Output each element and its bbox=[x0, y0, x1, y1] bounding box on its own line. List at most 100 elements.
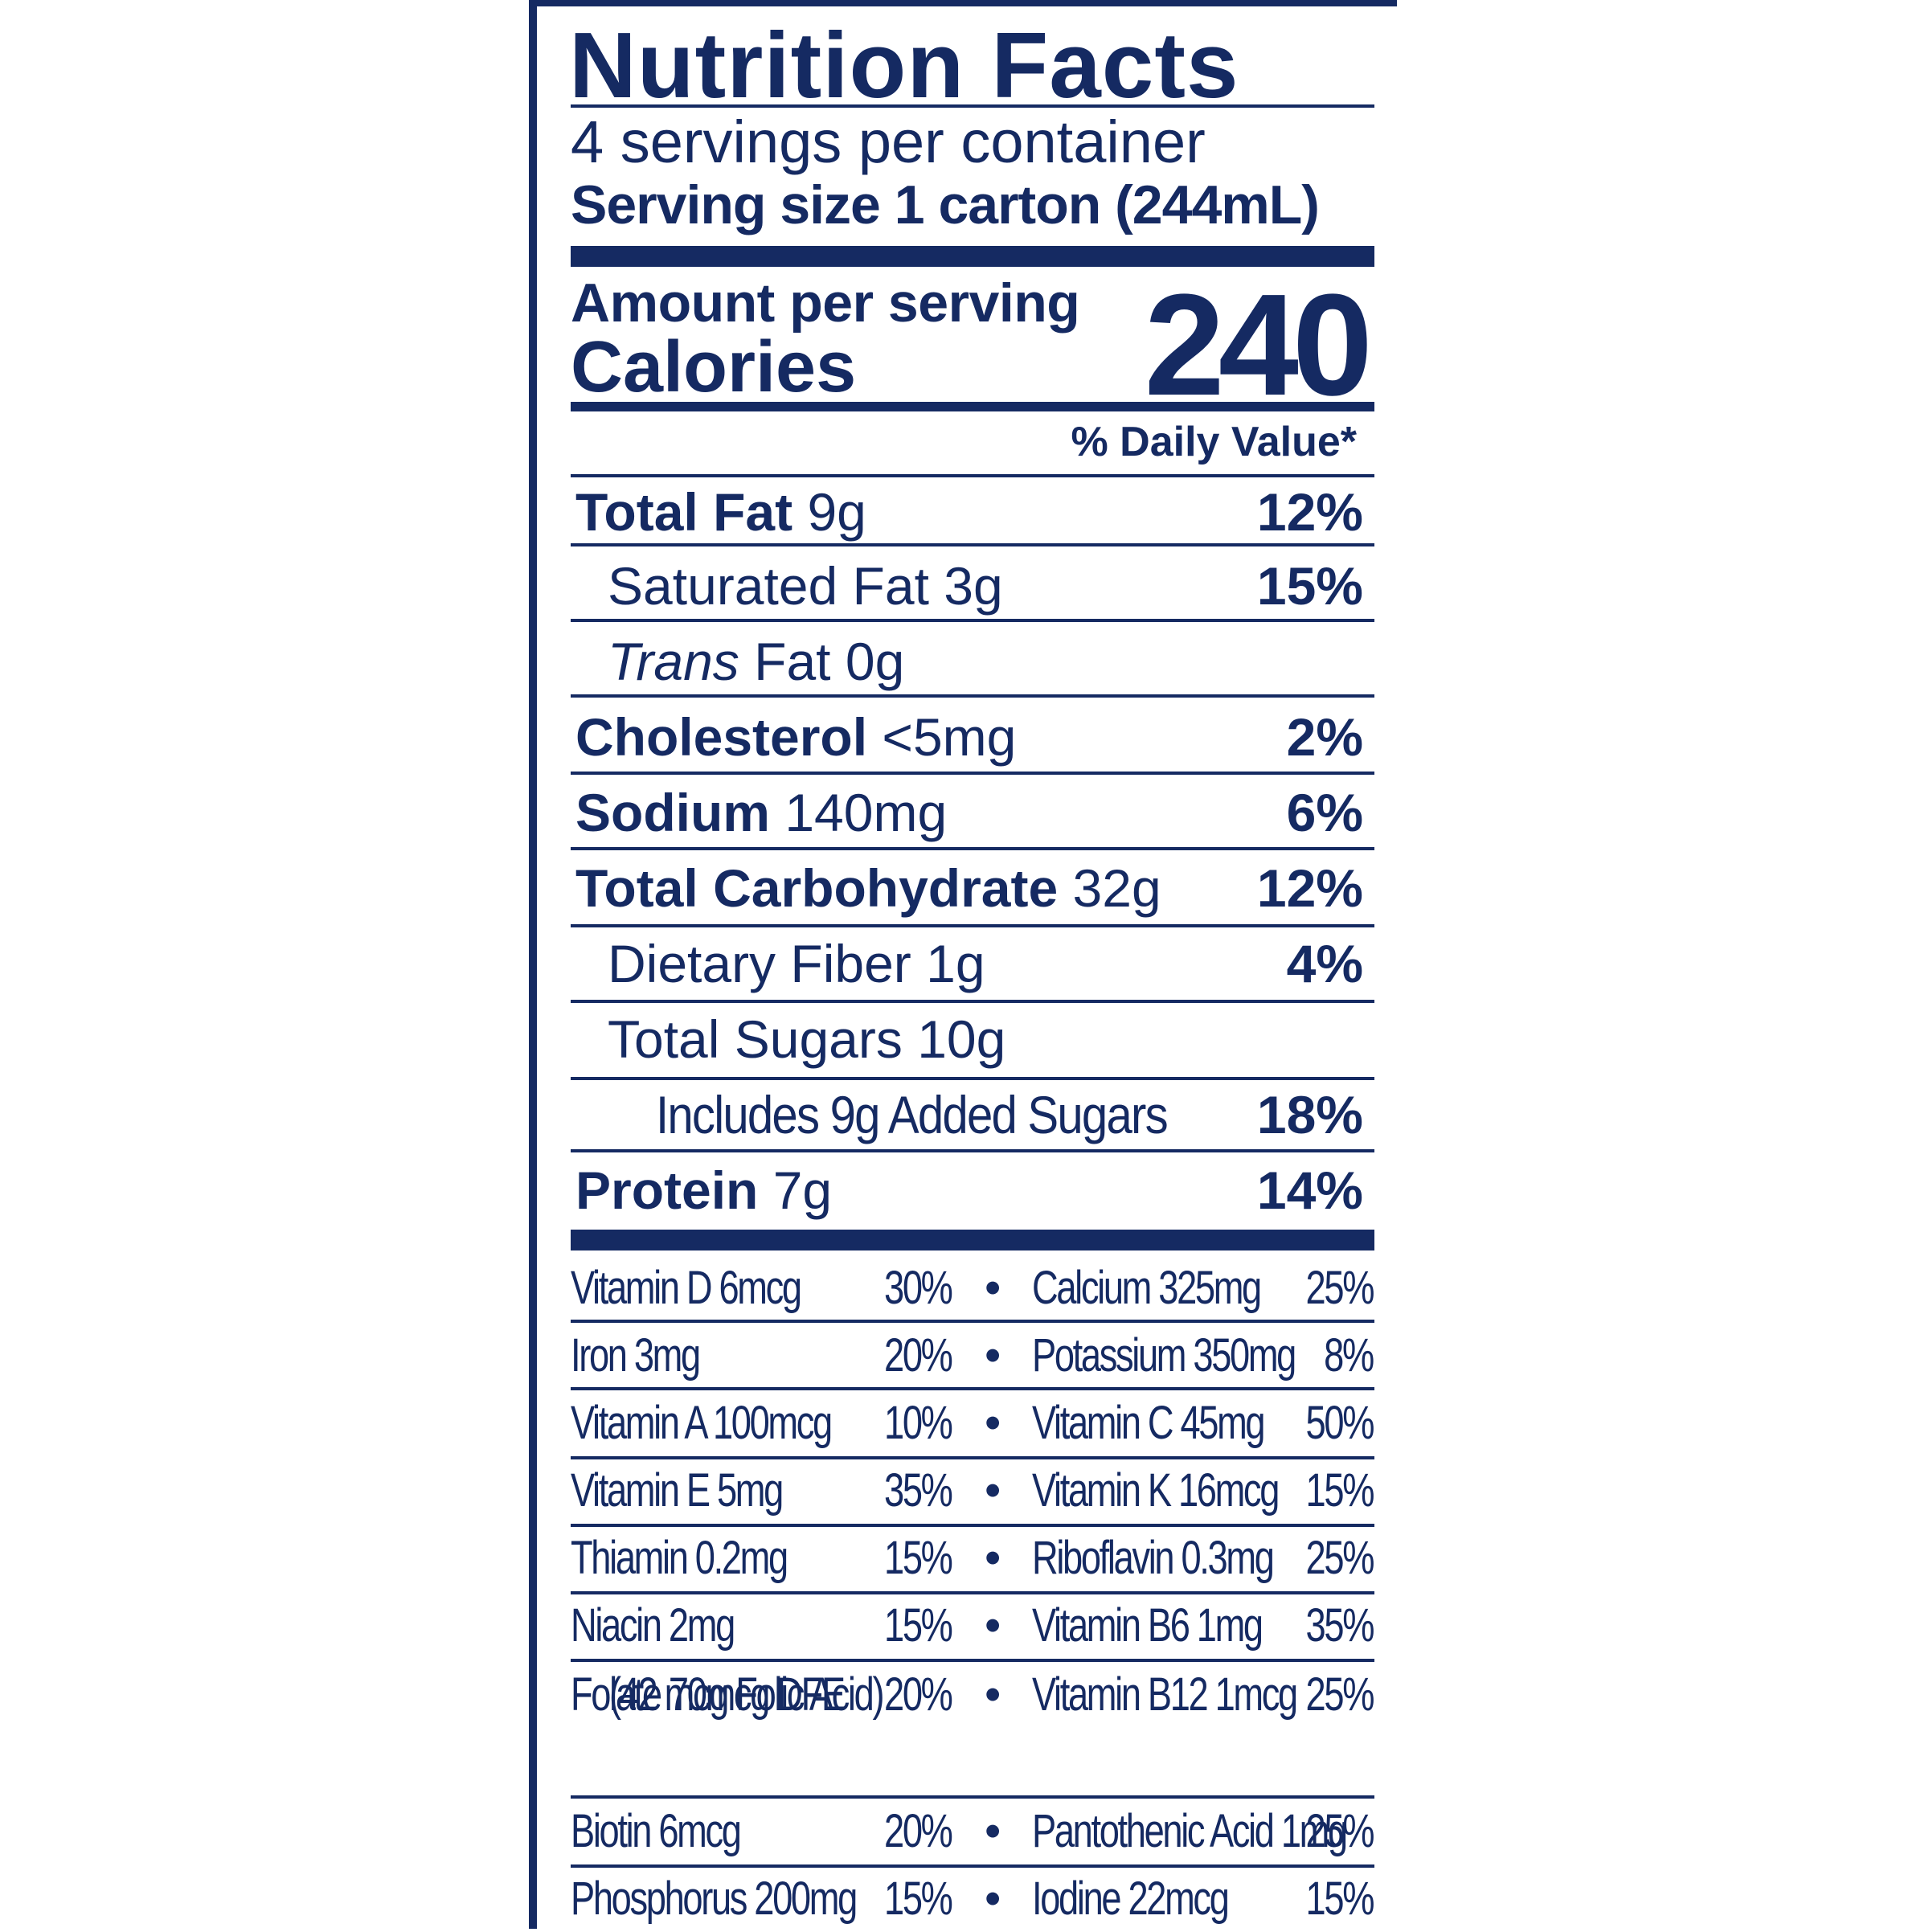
bullet-separator: • bbox=[985, 1397, 1001, 1449]
divider-thin bbox=[571, 104, 1374, 108]
nutrient-dv: 14% bbox=[1256, 1160, 1363, 1220]
serving-size: Serving size 1 carton (244mL) bbox=[571, 174, 1320, 235]
vitamin-name: Vitamin B6 1mg bbox=[1032, 1599, 1263, 1652]
divider-thin bbox=[571, 543, 1374, 546]
divider-thin bbox=[571, 847, 1374, 850]
nutrient-name: Saturated Fat bbox=[608, 556, 929, 616]
nutrient-row-total-fat: Total Fat 9g 12% bbox=[571, 476, 1374, 548]
vitamin-dv: 15% bbox=[884, 1599, 953, 1652]
vitamin-row: Biotin 6mcg 20% • Pantothenic Acid 1mg 2… bbox=[571, 1799, 1374, 1864]
divider-thin bbox=[571, 619, 1374, 622]
nutrient-dv: 2% bbox=[1286, 707, 1363, 767]
vitamin-row: Iron 3mg 20% • Potassium 350mg 8% bbox=[571, 1323, 1374, 1389]
nutrient-name: Total Fat bbox=[575, 482, 793, 542]
nutrient-label: Dietary Fiber 1g bbox=[608, 927, 985, 1000]
vitamin-row: Folate 70mcg DFE (42 mcg Folic Acid) 20%… bbox=[571, 1662, 1374, 1794]
nutrient-name: Dietary Fiber bbox=[608, 934, 911, 993]
servings-per-container: 4 servings per container bbox=[571, 108, 1206, 175]
label-title: Nutrition Facts bbox=[569, 13, 1239, 117]
vitamin-dv: 25% bbox=[1305, 1532, 1374, 1584]
vitamin-name: Vitamin K 16mcg bbox=[1032, 1464, 1280, 1517]
vitamin-name: Biotin 6mcg bbox=[571, 1805, 742, 1857]
vitamin-name: Thiamin 0.2mg bbox=[571, 1532, 788, 1584]
vitamin-name: Vitamin A 100mcg bbox=[571, 1397, 833, 1449]
divider-thin bbox=[571, 694, 1374, 698]
divider-thin bbox=[571, 1149, 1374, 1152]
vitamin-dv: 25% bbox=[1305, 1262, 1374, 1314]
vitamin-dv: 35% bbox=[884, 1464, 953, 1517]
divider-medium bbox=[571, 402, 1374, 411]
nutrient-row-protein: Protein 7g 14% bbox=[571, 1154, 1374, 1226]
nutrient-amount: 32g bbox=[1072, 858, 1161, 918]
nutrient-amount: 140mg bbox=[784, 783, 948, 842]
nutrient-amount: 9g bbox=[807, 482, 866, 542]
nutrient-name-rest: Fat bbox=[754, 632, 831, 691]
nutrient-label: Total Fat 9g bbox=[575, 476, 866, 548]
nutrient-name: Total Sugars bbox=[608, 1009, 903, 1069]
calories-value: 240 bbox=[1144, 264, 1373, 426]
nutrient-row-trans-fat: Trans Fat 0g bbox=[571, 625, 1374, 698]
nutrient-dv: 15% bbox=[1256, 556, 1363, 616]
vitamin-dv: 15% bbox=[1305, 1873, 1374, 1925]
nutrient-label: Total Sugars 10g bbox=[608, 1003, 1005, 1075]
nutrient-dv: 4% bbox=[1286, 934, 1363, 993]
vitamin-dv: 25% bbox=[1305, 1805, 1374, 1857]
vitamin-dv: 20% bbox=[884, 1805, 953, 1857]
vitamin-dv: 10% bbox=[884, 1397, 953, 1449]
vitamin-dv: 15% bbox=[884, 1532, 953, 1584]
nutrient-name: Sodium bbox=[575, 783, 770, 842]
vitamin-row: Vitamin E 5mg 35% • Vitamin K 16mcg 15% bbox=[571, 1458, 1374, 1524]
vitamin-name: Vitamin C 45mg bbox=[1032, 1397, 1266, 1449]
vitamin-name: Iron 3mg bbox=[571, 1329, 701, 1381]
nutrient-row-saturated-fat: Saturated Fat 3g 15% bbox=[571, 550, 1374, 622]
nutrient-label: Trans Fat 0g bbox=[608, 625, 904, 698]
nutrient-row-total-carbohydrate: Total Carbohydrate 32g 12% bbox=[571, 852, 1374, 924]
nutrient-row-dietary-fiber: Dietary Fiber 1g 4% bbox=[571, 927, 1374, 1000]
nutrient-row-cholesterol: Cholesterol <5mg 2% bbox=[571, 701, 1374, 773]
vitamin-name: Calcium 325mg bbox=[1032, 1262, 1262, 1314]
divider-thick bbox=[571, 1230, 1374, 1250]
divider-thin bbox=[571, 1387, 1374, 1390]
bullet-separator: • bbox=[985, 1262, 1001, 1314]
nutrient-amount: <5mg bbox=[882, 707, 1017, 767]
vitamin-name: Riboflavin 0.3mg bbox=[1032, 1532, 1275, 1584]
bullet-separator: • bbox=[985, 1329, 1001, 1381]
nutrient-dv: 18% bbox=[1256, 1085, 1363, 1144]
divider-thin bbox=[571, 1077, 1374, 1080]
vitamin-dv: 20% bbox=[884, 1329, 953, 1381]
nutrient-amount: 10g bbox=[917, 1009, 1006, 1069]
nutrient-row-total-sugars: Total Sugars 10g bbox=[571, 1003, 1374, 1075]
vitamin-dv: 20% bbox=[884, 1668, 953, 1721]
nutrient-name: Trans bbox=[608, 632, 739, 691]
vitamin-row: Vitamin D 6mcg 30% • Calcium 325mg 25% bbox=[571, 1255, 1374, 1321]
vitamin-name: Vitamin D 6mcg bbox=[571, 1262, 802, 1314]
divider-thin bbox=[571, 1591, 1374, 1594]
vitamin-row: Vitamin A 100mcg 10% • Vitamin C 45mg 50… bbox=[571, 1390, 1374, 1456]
daily-value-header: % Daily Value* bbox=[1071, 419, 1357, 465]
divider-thin bbox=[571, 1659, 1374, 1662]
vitamin-name: Potassium 350mg bbox=[1032, 1329, 1296, 1381]
nutrient-label: Includes 9g Added Sugars bbox=[656, 1085, 1169, 1144]
vitamin-row: Phosphorus 200mg 15% • Iodine 22mcg 15% bbox=[571, 1866, 1374, 1932]
divider-thin bbox=[571, 1524, 1374, 1527]
divider-thin bbox=[571, 474, 1374, 477]
vitamin-dv: 50% bbox=[1305, 1397, 1374, 1449]
vitamin-dv: 30% bbox=[884, 1262, 953, 1314]
divider-thin bbox=[571, 1795, 1374, 1799]
bullet-separator: • bbox=[985, 1464, 1001, 1517]
vitamin-row: Thiamin 0.2mg 15% • Riboflavin 0.3mg 25% bbox=[571, 1525, 1374, 1591]
vitamin-dv: 8% bbox=[1324, 1329, 1374, 1381]
nutrient-label: Saturated Fat 3g bbox=[608, 550, 1003, 622]
nutrient-name: Cholesterol bbox=[575, 707, 868, 767]
vitamin-row: Niacin 2mg 15% • Vitamin B6 1mg 35% bbox=[571, 1593, 1374, 1659]
nutrient-row-added-sugars: Includes 9g Added Sugars 18% bbox=[571, 1079, 1374, 1151]
vitamin-dv: 25% bbox=[1305, 1668, 1374, 1721]
vitamin-name: Folate 70mcg DFE bbox=[571, 1668, 846, 1721]
vitamin-name: Vitamin B12 1mcg bbox=[1032, 1668, 1298, 1721]
divider-thin bbox=[571, 1456, 1374, 1459]
vitamin-name: Phosphorus 200mg bbox=[571, 1873, 858, 1925]
vitamin-dv: 15% bbox=[1305, 1464, 1374, 1517]
divider-thick bbox=[571, 246, 1374, 267]
divider-thin bbox=[571, 1864, 1374, 1868]
vitamin-name: Niacin 2mg bbox=[571, 1599, 735, 1652]
